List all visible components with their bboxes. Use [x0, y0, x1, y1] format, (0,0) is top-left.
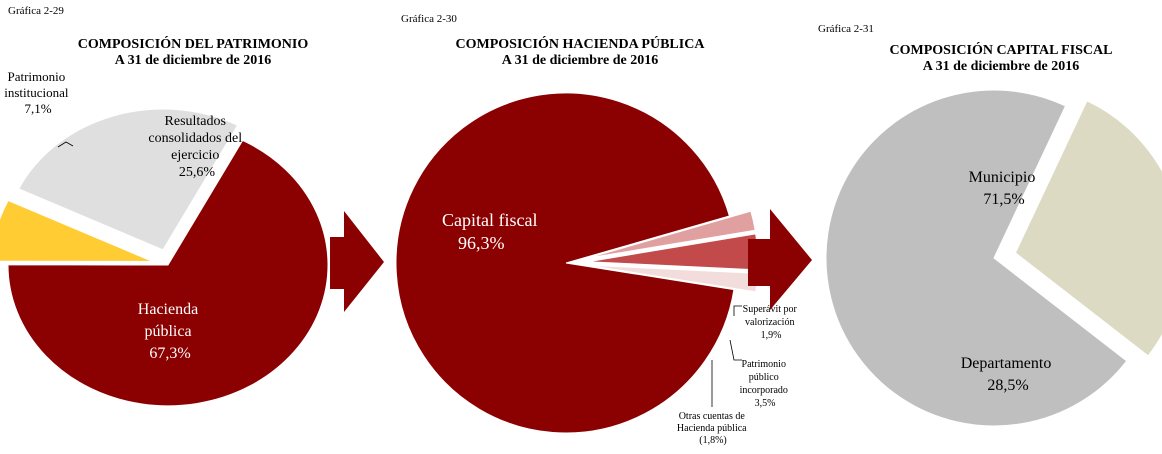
leader-line — [733, 305, 742, 316]
slice-resultados — [18, 108, 239, 251]
figure-number: Gráfica 2-30 — [401, 13, 457, 25]
chart-title: COMPOSICIÓN HACIENDA PÚBLICA — [456, 35, 706, 52]
slice-label-hacienda: Hacienda pública 67,3% — [138, 301, 202, 362]
chart-subtitle: A 31 de diciembre de 2016 — [115, 53, 271, 68]
chart-subtitle: A 31 de diciembre de 2016 — [502, 53, 658, 68]
slice-label-patrimonio-institucional: Patrimonio institucional 7,1% — [4, 69, 72, 116]
arrow-right-icon — [748, 209, 812, 310]
figure-number: Gráfica 2-29 — [8, 5, 64, 17]
chart-patrimonio: Gráfica 2-29 COMPOSICIÓN DEL PATRIMONIO … — [0, 5, 329, 407]
slice-municipio — [825, 89, 1128, 427]
slice-label-superavit: Superávit por valorización 1,9% — [743, 304, 800, 341]
figure-number: Gráfica 2-31 — [818, 23, 874, 35]
slice-label-otras-cuentas: Otras cuentas de Hacienda pública (1,8%) — [677, 411, 749, 446]
chart-title: COMPOSICIÓN CAPITAL FISCAL — [890, 41, 1113, 58]
slice-departamento — [1014, 100, 1162, 357]
chart-title: COMPOSICIÓN DEL PATRIMONIO — [78, 35, 309, 52]
slice-label-resultados: Resultados consolidados del ejercicio 25… — [148, 114, 245, 180]
slice-hacienda-publica — [7, 139, 329, 407]
chart-hacienda-publica: Gráfica 2-30 COMPOSICIÓN HACIENDA PÚBLIC… — [395, 13, 800, 446]
chart-subtitle: A 31 de diciembre de 2016 — [923, 59, 1079, 74]
leader-line — [57, 141, 74, 148]
leader-line — [729, 339, 742, 361]
chart-capital-fiscal: Gráfica 2-31 COMPOSICIÓN CAPITAL FISCAL … — [818, 23, 1162, 427]
slice-label-municipio: Municipio 71,5% — [969, 169, 1040, 208]
slice-patrimonio-institucional — [0, 199, 153, 262]
arrow-right-icon — [330, 211, 384, 312]
slice-label-patrimonio-publico: Patrimonio público incorporado 3,5% — [740, 359, 791, 409]
pie-capital-fiscal — [825, 89, 1162, 427]
pie-patrimonio — [0, 108, 329, 407]
slice-capital-fiscal — [395, 92, 735, 434]
pie-hacienda-publica — [395, 92, 759, 434]
slice-superavit — [587, 210, 756, 259]
slice-label-departamento: Departamento 28,5% — [961, 355, 1056, 394]
slice-label-capital-fiscal: Capital fiscal 96,3% — [442, 210, 542, 253]
